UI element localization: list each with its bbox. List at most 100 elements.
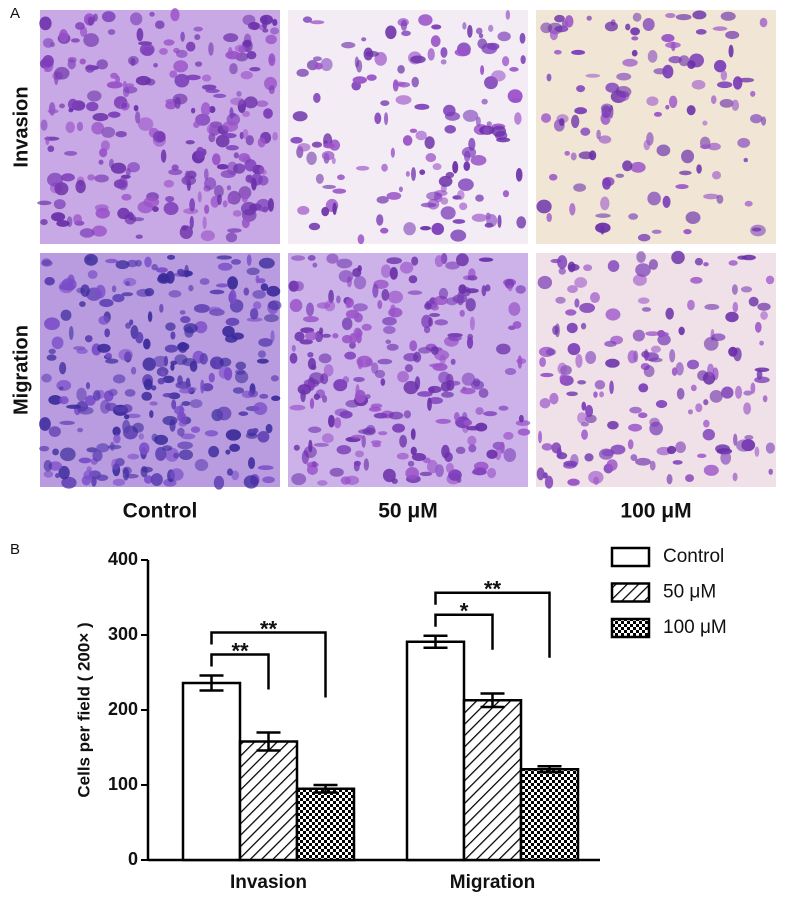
cell: [555, 296, 566, 304]
cell: [554, 14, 565, 23]
y-tick-label: 100: [108, 774, 138, 794]
cell: [648, 259, 659, 270]
cell: [121, 193, 132, 201]
cell: [39, 445, 50, 452]
significance-bracket: [210, 653, 270, 690]
cell: [306, 151, 317, 166]
cell: [39, 417, 51, 431]
cell: [145, 78, 156, 86]
cell: [380, 100, 390, 107]
cell: [160, 370, 166, 376]
cell: [85, 64, 95, 73]
cell: [467, 275, 478, 281]
cell: [165, 270, 175, 284]
error-bar: [480, 692, 505, 709]
cell: [735, 385, 743, 399]
cell: [552, 325, 559, 335]
cell: [675, 362, 684, 376]
cell: [208, 372, 215, 383]
cell: [662, 195, 671, 208]
cell: [459, 202, 468, 211]
cell: [216, 255, 233, 260]
cell: [193, 26, 203, 32]
cell: [475, 422, 488, 432]
cell: [371, 362, 379, 374]
legend-swatch: [610, 546, 651, 568]
cell: [127, 453, 140, 460]
cell: [518, 414, 524, 423]
cell: [244, 96, 258, 109]
cell: [59, 420, 75, 426]
cell: [98, 315, 110, 325]
cell: [143, 475, 153, 484]
cell: [574, 107, 588, 115]
cell: [517, 428, 531, 436]
cell: [448, 334, 462, 342]
cell: [539, 398, 551, 409]
cell: [503, 448, 517, 462]
cell: [150, 473, 163, 487]
cell: [165, 195, 175, 203]
cell: [580, 127, 591, 136]
cell: [725, 311, 739, 323]
cell: [108, 111, 121, 118]
micrograph: [536, 10, 776, 244]
panel-label: B: [10, 541, 20, 558]
cell: [765, 442, 776, 454]
cell: [440, 206, 456, 220]
cell: [255, 100, 269, 107]
cell: [424, 302, 433, 310]
cell: [296, 68, 309, 77]
cell: [558, 267, 566, 275]
cell: [475, 116, 481, 127]
cell: [45, 135, 50, 146]
cell: [713, 59, 727, 73]
cell: [754, 446, 760, 457]
cell: [491, 70, 506, 82]
cell: [434, 255, 444, 268]
cell: [158, 272, 169, 283]
cell: [389, 267, 398, 280]
cell: [84, 335, 93, 343]
cell: [197, 191, 202, 203]
cell: [731, 99, 740, 111]
cell: [231, 258, 242, 265]
cell: [59, 29, 69, 43]
cell: [397, 370, 409, 383]
cell: [135, 234, 143, 239]
cell: [429, 312, 441, 318]
cell: [374, 112, 382, 125]
cell: [292, 111, 308, 122]
cell: [289, 298, 303, 312]
cell: [51, 336, 64, 350]
cell: [586, 15, 592, 21]
cell: [396, 452, 409, 460]
cell: [420, 202, 437, 208]
cell: [728, 260, 738, 266]
cell: [382, 468, 396, 483]
cell: [508, 302, 521, 316]
cell: [649, 460, 656, 471]
cell: [733, 433, 738, 446]
cell: [760, 311, 768, 320]
cell: [305, 302, 315, 317]
cell: [737, 255, 748, 260]
cell: [579, 302, 596, 313]
cell: [565, 309, 577, 316]
cell: [599, 391, 604, 398]
cell: [417, 391, 433, 397]
cell: [321, 333, 332, 338]
cell: [354, 450, 365, 458]
cell: [678, 326, 685, 336]
bar: [238, 740, 299, 862]
cell: [450, 229, 467, 242]
cell: [229, 289, 237, 304]
cell: [695, 29, 707, 35]
cell: [515, 168, 523, 182]
cell: [361, 435, 366, 448]
cell: [557, 362, 568, 375]
cell: [668, 56, 683, 64]
cell: [179, 310, 186, 315]
cell: [699, 144, 711, 150]
micrograph: [536, 250, 776, 489]
